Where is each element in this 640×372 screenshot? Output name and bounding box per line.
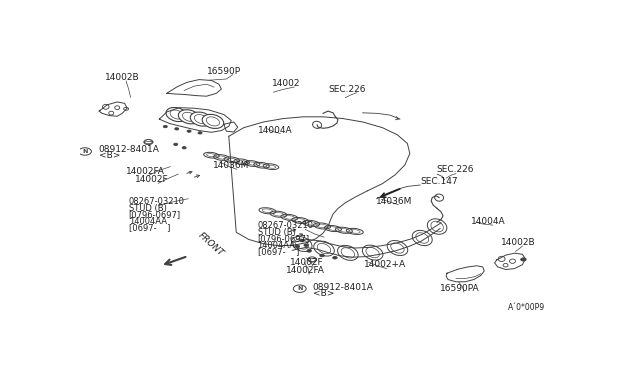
Text: 14004AA: 14004AA [257, 241, 296, 250]
Ellipse shape [295, 245, 300, 248]
Text: 08267-03210: 08267-03210 [129, 197, 184, 206]
Ellipse shape [187, 130, 191, 132]
Text: [0697-    ]: [0697- ] [257, 248, 299, 257]
Ellipse shape [170, 110, 184, 119]
Text: 14004A: 14004A [471, 217, 506, 226]
Ellipse shape [320, 254, 324, 257]
Ellipse shape [190, 112, 212, 126]
Ellipse shape [182, 112, 196, 121]
Ellipse shape [202, 114, 223, 128]
Text: [0697-    ]: [0697- ] [129, 224, 170, 232]
Ellipse shape [498, 256, 505, 262]
Ellipse shape [115, 106, 120, 109]
Text: <B>: <B> [312, 289, 334, 298]
Ellipse shape [198, 132, 202, 134]
Text: 16590PA: 16590PA [440, 284, 480, 293]
Ellipse shape [109, 111, 114, 115]
Text: STUD (B): STUD (B) [257, 228, 296, 237]
Text: 14002F: 14002F [291, 259, 324, 267]
Text: A´0*00P9: A´0*00P9 [508, 302, 545, 312]
Ellipse shape [173, 143, 178, 145]
Text: 14002B: 14002B [105, 73, 140, 83]
Text: 14004AA: 14004AA [129, 217, 166, 226]
Ellipse shape [163, 125, 167, 128]
Text: 08267-03210: 08267-03210 [257, 221, 314, 230]
Text: 14002FA: 14002FA [286, 266, 325, 275]
Text: SEC.147: SEC.147 [420, 177, 458, 186]
Ellipse shape [124, 108, 129, 110]
Text: N: N [297, 286, 303, 291]
Text: STUD (B): STUD (B) [129, 204, 166, 213]
Ellipse shape [503, 263, 508, 267]
Text: 14036M: 14036M [376, 197, 412, 206]
Text: [0796-0697]: [0796-0697] [129, 211, 180, 219]
Text: [0796-0697]: [0796-0697] [257, 234, 310, 243]
Text: FRONT: FRONT [196, 231, 225, 258]
Ellipse shape [307, 250, 312, 252]
Ellipse shape [182, 147, 186, 149]
Ellipse shape [206, 117, 220, 126]
Ellipse shape [195, 115, 208, 124]
Text: <B>: <B> [99, 151, 120, 160]
Text: SEC.226: SEC.226 [436, 165, 474, 174]
Ellipse shape [521, 258, 526, 261]
Ellipse shape [333, 256, 337, 259]
Text: 08912-8401A: 08912-8401A [99, 145, 160, 154]
Ellipse shape [509, 259, 515, 263]
Ellipse shape [179, 110, 200, 124]
Ellipse shape [300, 239, 305, 242]
Text: N: N [83, 149, 88, 154]
Ellipse shape [102, 105, 109, 109]
Ellipse shape [304, 244, 308, 246]
Text: 14002+A: 14002+A [364, 260, 406, 269]
Text: 08912-8401A: 08912-8401A [312, 283, 374, 292]
Text: 14002F: 14002F [134, 175, 168, 184]
Text: 14002B: 14002B [500, 238, 535, 247]
Text: 14002: 14002 [273, 79, 301, 88]
Text: SEC.226: SEC.226 [328, 85, 365, 94]
Ellipse shape [166, 108, 188, 122]
Ellipse shape [175, 128, 179, 130]
Text: 14002FA: 14002FA [125, 167, 164, 176]
Text: 14036M: 14036M [213, 161, 250, 170]
Text: 16590P: 16590P [207, 67, 241, 76]
Text: 14004A: 14004A [257, 126, 292, 135]
